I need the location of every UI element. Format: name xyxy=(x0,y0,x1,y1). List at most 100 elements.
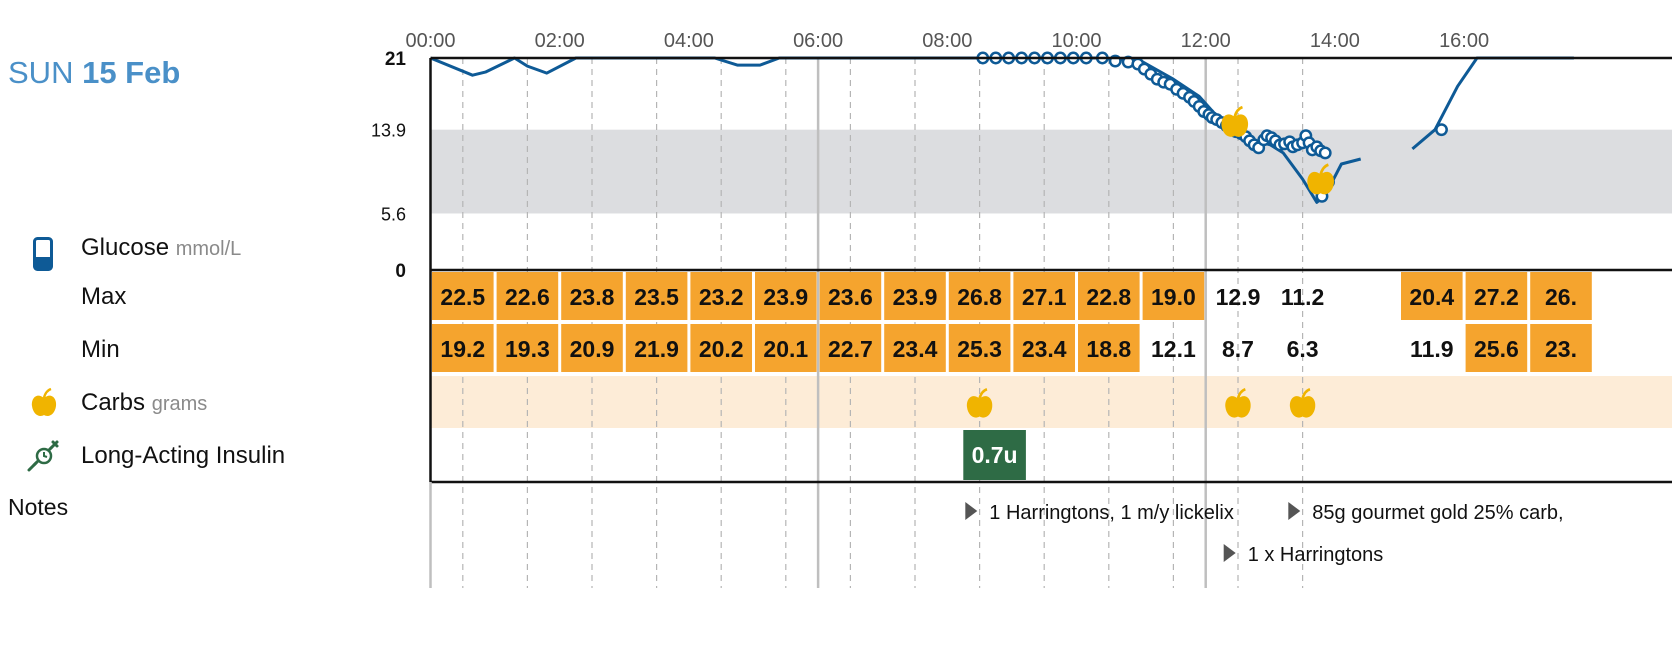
glucose-min-cell xyxy=(755,324,817,372)
glucose-min-cell xyxy=(948,324,1011,372)
legend-carbs-label: Carbs xyxy=(81,389,146,416)
note-text: 85g gourmet gold 25% carb, xyxy=(1312,502,1563,524)
x-tick-label: 10:00 xyxy=(1051,30,1101,52)
glucose-min-value: 8.7 xyxy=(1222,336,1254,362)
glucose-max-cell xyxy=(819,272,882,320)
carbs-row-band xyxy=(430,376,1672,428)
glucose-max-value: 27.2 xyxy=(1474,284,1519,310)
glucose-max-value: 22.6 xyxy=(505,284,550,310)
legend-carbs: Carbs grams xyxy=(81,389,207,417)
glucose-min-cell xyxy=(884,324,946,372)
legend-glucose-label: Glucose xyxy=(81,234,170,261)
glucose-max-cell xyxy=(690,272,752,320)
glucose-min-value: 21.9 xyxy=(634,336,679,362)
legend-glucose: Glucose mmol/L xyxy=(81,234,241,262)
glucose-max-cell xyxy=(625,272,688,320)
legend-min: Min xyxy=(81,336,120,363)
glucose-max-value: 23.9 xyxy=(763,284,808,310)
glucose-min-cell xyxy=(561,324,623,372)
y-tick-label: 13.9 xyxy=(371,121,406,141)
glucose-max-value: 11.2 xyxy=(1281,284,1325,310)
glucose-max-value: 23.2 xyxy=(699,284,744,310)
notes-label: Notes xyxy=(8,494,69,520)
carb-marker-icon xyxy=(1221,105,1249,137)
carb-row-icon xyxy=(1225,388,1251,418)
glucose-min-value: 19.3 xyxy=(505,336,550,362)
glucose-reading-point xyxy=(1318,146,1332,160)
glucose-max-value: 22.8 xyxy=(1086,284,1131,310)
glucose-min-value: 20.1 xyxy=(763,336,808,362)
x-tick-label: 04:00 xyxy=(664,30,714,52)
glucose-min-value: 23.4 xyxy=(893,336,938,362)
carbs-apple-icon xyxy=(31,387,57,416)
glucose-min-value: 20.9 xyxy=(570,336,615,362)
glucose-min-cell xyxy=(1530,324,1592,372)
carb-row-icon xyxy=(966,388,993,418)
glucose-max-value: 26.8 xyxy=(957,284,1002,310)
glucose-max-value: 22.5 xyxy=(440,284,485,310)
glucose-min-cell xyxy=(496,324,559,372)
glucose-min-cell xyxy=(1465,324,1528,372)
glucose-min-value: 19.2 xyxy=(440,336,485,362)
glucose-max-cell xyxy=(1401,272,1463,320)
glucose-min-value: 18.8 xyxy=(1086,336,1131,362)
carb-row-icon xyxy=(1289,388,1316,418)
glucose-max-cell xyxy=(1013,272,1075,320)
glucose-max-cell xyxy=(948,272,1011,320)
glucose-min-value: 23. xyxy=(1545,336,1577,362)
day-date: 15 Feb xyxy=(82,55,181,90)
x-tick-label: 06:00 xyxy=(793,30,843,52)
glucose-max-value: 19.0 xyxy=(1151,284,1196,310)
glucose-reading-point xyxy=(1435,123,1448,137)
glucose-min-cell xyxy=(432,324,494,372)
glucose-min-value: 6.3 xyxy=(1287,336,1319,362)
glucose-min-cell xyxy=(1013,324,1075,372)
insulin-dose-cell xyxy=(963,430,1026,480)
note-text: 1 x Harringtons xyxy=(1248,544,1384,566)
day-title: SUN 15 Feb xyxy=(8,55,180,91)
glucose-min-cell xyxy=(625,324,688,372)
glucose-min-value: 25.3 xyxy=(957,336,1002,362)
glucose-max-value: 23.6 xyxy=(828,284,873,310)
x-tick-label: 14:00 xyxy=(1310,30,1360,52)
y-tick-label: 0 xyxy=(395,261,406,282)
note-expand-icon xyxy=(965,502,978,520)
glucose-max-cell xyxy=(1530,272,1592,320)
day-weekday: SUN xyxy=(8,55,74,90)
legend-insulin: Long-Acting Insulin xyxy=(81,442,286,469)
x-tick-label: 12:00 xyxy=(1181,30,1231,52)
glucose-device-icon xyxy=(33,237,53,271)
glucose-max-value: 12.9 xyxy=(1216,284,1261,310)
glucose-max-value: 26. xyxy=(1545,284,1577,310)
glucose-min-value: 11.9 xyxy=(1410,336,1454,362)
insulin-pen-icon xyxy=(27,440,59,472)
glucose-min-value: 23.4 xyxy=(1022,336,1067,362)
x-tick-label: 16:00 xyxy=(1439,30,1489,52)
glucose-max-cell xyxy=(1078,272,1140,320)
glucose-max-cell xyxy=(755,272,817,320)
insulin-dose-value: 0.7u xyxy=(972,442,1018,468)
glucose-max-value: 23.9 xyxy=(893,284,938,310)
glucose-max-cell xyxy=(496,272,559,320)
legend-glucose-unit: mmol/L xyxy=(175,238,242,260)
glucose-max-cell xyxy=(1142,272,1205,320)
legend-carbs-unit: grams xyxy=(151,393,208,415)
legend-max: Max xyxy=(81,283,127,310)
note-expand-icon xyxy=(1288,502,1301,520)
x-tick-label: 00:00 xyxy=(405,30,455,52)
glucose-min-value: 12.1 xyxy=(1151,336,1196,362)
glucose-max-value: 20.4 xyxy=(1409,284,1454,310)
x-tick-label: 08:00 xyxy=(922,30,972,52)
glucose-min-cell xyxy=(819,324,882,372)
glucose-max-cell xyxy=(1465,272,1528,320)
carb-marker-icon xyxy=(1307,163,1335,195)
glucose-min-value: 22.7 xyxy=(828,336,873,362)
glucose-max-value: 27.1 xyxy=(1022,284,1067,310)
x-tick-label: 02:00 xyxy=(535,30,585,52)
glucose-min-cell xyxy=(690,324,752,372)
target-range-band xyxy=(430,129,1672,214)
glucose-max-cell xyxy=(884,272,946,320)
note-expand-icon xyxy=(1223,544,1236,562)
glucose-max-value: 23.5 xyxy=(634,284,679,310)
